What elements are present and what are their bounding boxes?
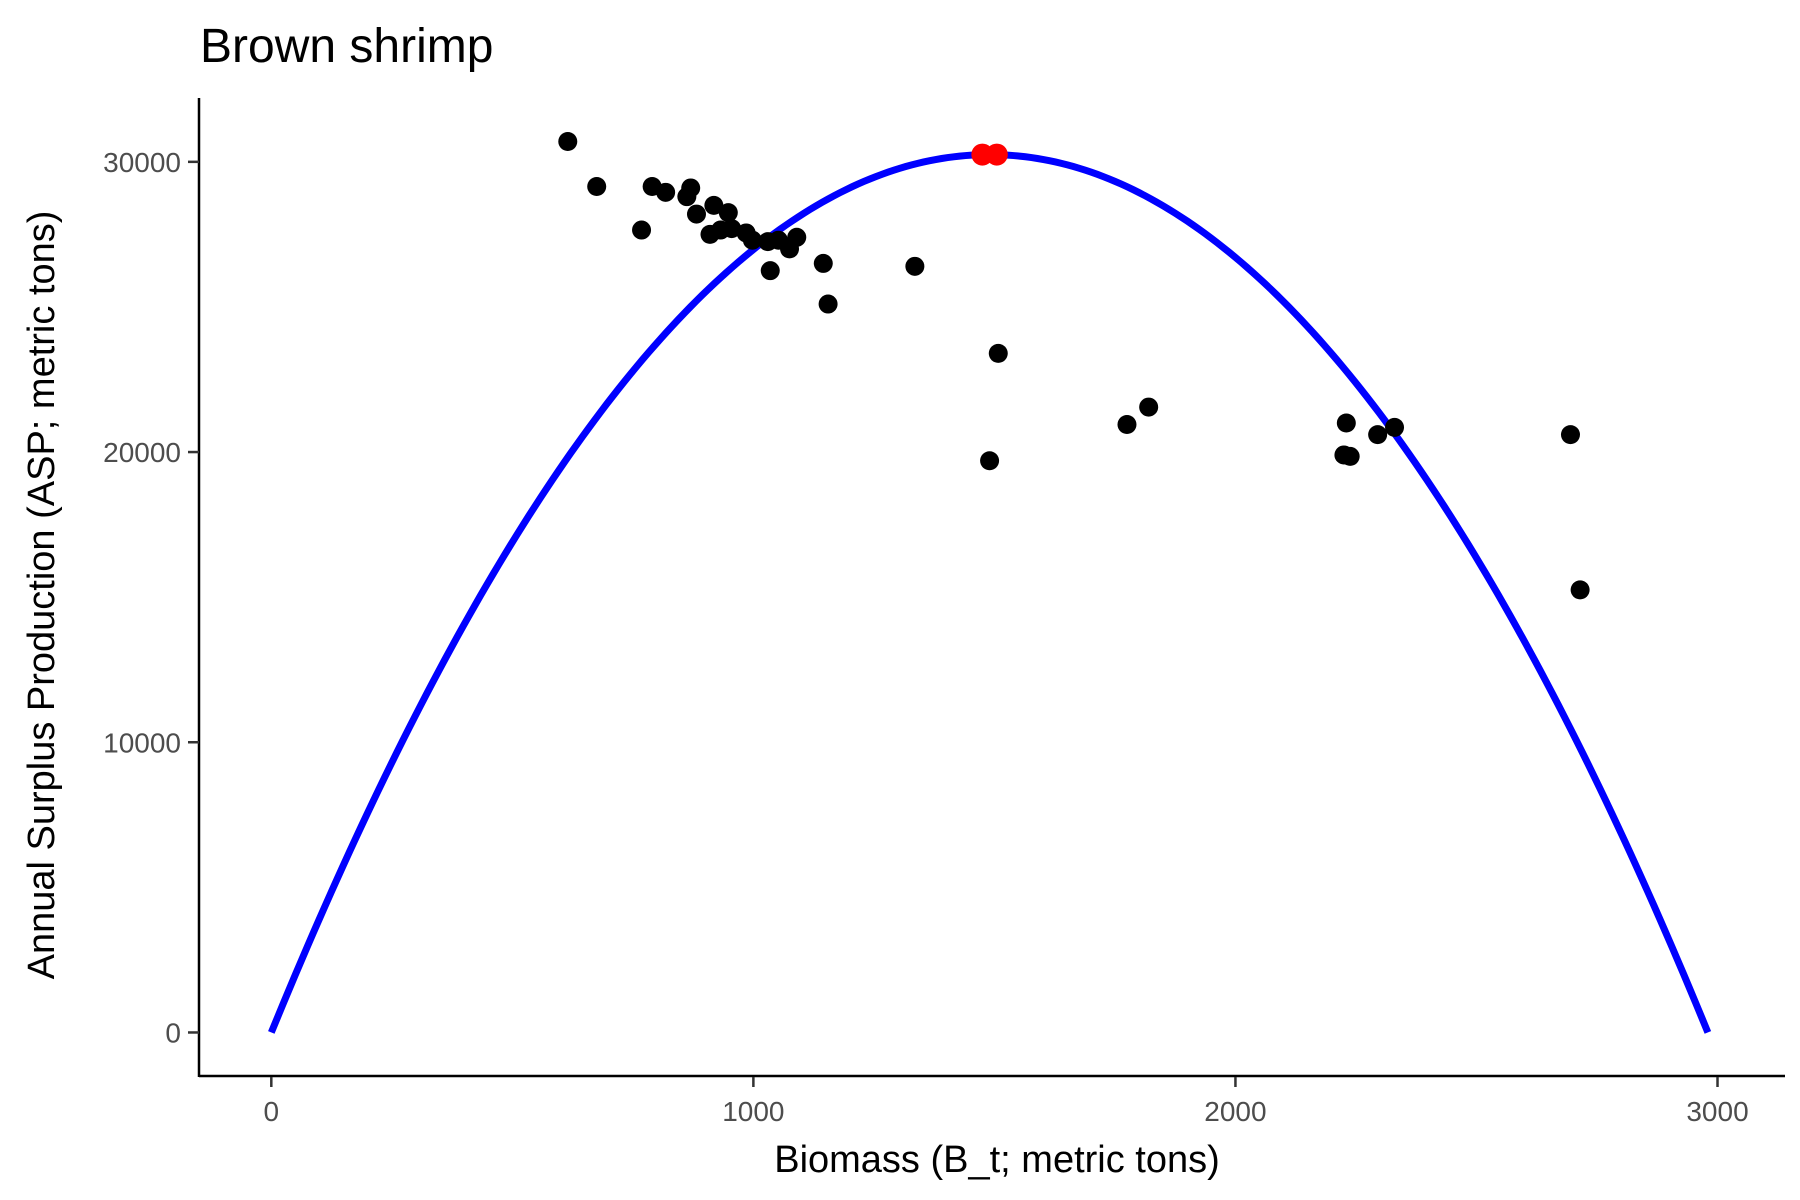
- x-tick-label: 2000: [1204, 1096, 1266, 1127]
- data-point-22: [818, 294, 838, 314]
- fitted-curve: [268, 151, 1712, 1034]
- y-axis-ticks: 0 10000 20000 30000: [103, 147, 199, 1048]
- data-point-25: [988, 343, 1008, 363]
- data-point-10: [704, 195, 724, 215]
- chart-title: Brown shrimp: [200, 20, 493, 73]
- data-point-20: [787, 227, 807, 247]
- x-axis-label: Biomass (B_t; metric tons): [774, 1139, 1220, 1181]
- data-point-13: [722, 219, 742, 239]
- y-axis-label: Annual Surplus Production (ASP; metric t…: [21, 211, 63, 980]
- x-axis-ticks: 0 1000 2000 3000: [264, 1077, 1749, 1127]
- data-point-30: [1340, 446, 1360, 466]
- data-point-7: [681, 178, 701, 198]
- data-point-26: [1117, 414, 1137, 434]
- msy-point-2: [985, 143, 1008, 166]
- x-tick-label: 1000: [722, 1096, 784, 1127]
- x-tick-label: 3000: [1686, 1096, 1748, 1127]
- y-tick-label: 20000: [103, 437, 181, 468]
- data-point-34: [1570, 580, 1590, 600]
- plot-area: [268, 132, 1712, 1034]
- data-point-1: [558, 132, 578, 152]
- data-point-12: [718, 203, 738, 223]
- data-point-8: [686, 204, 706, 224]
- data-point-15: [742, 230, 762, 250]
- data-point-24: [980, 451, 1000, 471]
- data-point-2: [587, 177, 607, 197]
- y-tick-label: 30000: [103, 147, 181, 178]
- data-point-31: [1368, 425, 1388, 445]
- data-point-33: [1560, 425, 1580, 445]
- data-point-3: [632, 220, 652, 240]
- data-point-27: [1139, 397, 1159, 417]
- y-tick-label: 0: [165, 1017, 181, 1048]
- data-point-23: [905, 256, 925, 276]
- data-point-29: [1336, 413, 1356, 433]
- data-point-32: [1385, 417, 1405, 437]
- data-point-5: [656, 182, 676, 202]
- data-point-17: [760, 261, 780, 281]
- data-point-21: [813, 253, 833, 273]
- x-tick-label: 0: [264, 1096, 280, 1127]
- y-tick-label: 10000: [103, 727, 181, 758]
